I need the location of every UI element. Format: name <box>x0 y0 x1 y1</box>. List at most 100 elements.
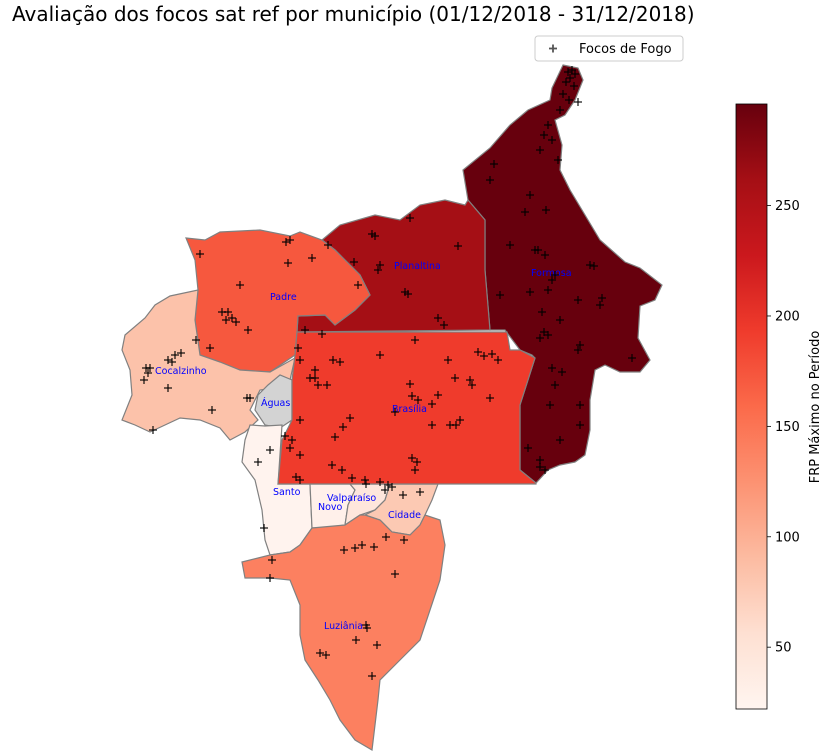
fire-marker-plus-icon <box>286 444 294 452</box>
fire-marker-plus-icon <box>339 423 347 431</box>
fire-marker-plus-icon <box>408 392 416 400</box>
colorbar-tick-label: 250 <box>775 199 800 214</box>
fire-marker-plus-icon <box>428 400 436 408</box>
fire-marker-plus-icon <box>559 90 567 98</box>
fire-marker-plus-icon <box>548 276 556 284</box>
fire-marker-plus-icon <box>400 536 408 544</box>
fire-marker-plus-icon <box>244 326 252 334</box>
fire-marker-plus-icon <box>362 621 370 629</box>
fire-marker-plus-icon <box>352 636 360 644</box>
fire-marker-plus-icon <box>329 356 337 364</box>
fire-marker-plus-icon <box>411 466 419 474</box>
fire-marker-plus-icon <box>468 381 476 389</box>
fire-marker-plus-icon <box>541 251 549 259</box>
fire-marker-plus-icon <box>338 466 346 474</box>
fire-marker-plus-icon <box>322 651 330 659</box>
fire-marker-plus-icon <box>434 391 442 399</box>
fire-marker-plus-icon <box>374 266 382 274</box>
fire-marker-plus-icon <box>351 544 359 552</box>
label-cidade: Cidade <box>388 510 421 521</box>
fire-marker-plus-icon <box>548 364 556 372</box>
fire-marker-plus-icon <box>222 316 230 324</box>
label-planaltina: Planaltina <box>394 261 441 272</box>
fire-marker-plus-icon <box>536 334 544 342</box>
fire-marker-plus-icon <box>534 246 542 254</box>
fire-marker-plus-icon <box>496 291 504 299</box>
label-valparaiso: Valparaíso <box>327 493 376 504</box>
fire-marker-plus-icon <box>376 351 384 359</box>
fire-marker-plus-icon <box>288 436 296 444</box>
fire-marker-plus-icon <box>570 82 578 90</box>
fire-marker-plus-icon <box>565 96 573 104</box>
fire-marker-plus-icon <box>149 426 157 434</box>
fire-marker-plus-icon <box>474 348 482 356</box>
fire-marker-plus-icon <box>488 350 496 358</box>
fire-marker-plus-icon <box>490 160 498 168</box>
label-luziania: Luziânia <box>324 621 363 632</box>
fire-marker-plus-icon <box>246 394 254 402</box>
fire-marker-plus-icon <box>382 533 390 541</box>
fire-marker-plus-icon <box>311 366 319 374</box>
fire-marker-plus-icon <box>164 356 172 364</box>
fire-marker-plus-icon <box>558 368 566 376</box>
fire-marker-plus-icon <box>544 121 552 129</box>
fire-marker-plus-icon <box>586 261 594 269</box>
fire-marker-plus-icon <box>428 421 436 429</box>
fire-marker-plus-icon <box>281 432 289 440</box>
fire-marker-plus-icon <box>406 214 414 222</box>
fire-marker-plus-icon <box>486 394 494 402</box>
fire-marker-plus-icon <box>521 208 529 216</box>
fire-marker-plus-icon <box>574 98 582 106</box>
fire-marker-plus-icon <box>361 476 369 484</box>
fire-marker-plus-icon <box>434 314 442 322</box>
fire-marker-plus-icon <box>292 473 300 481</box>
fire-marker-plus-icon <box>596 301 604 309</box>
fire-marker-plus-icon <box>296 451 304 459</box>
fire-marker-plus-icon <box>544 331 552 339</box>
fire-marker-plus-icon <box>551 271 559 279</box>
fire-marker-plus-icon <box>576 401 584 409</box>
municipality-labels: Formosa Planaltina Brasília Padre Luziân… <box>155 261 572 632</box>
municipality-cocalzinho[interactable] <box>121 289 296 441</box>
fire-marker-plus-icon <box>413 458 421 466</box>
colorbar-tick-label: 50 <box>775 641 792 656</box>
colorbar: 50 100 150 200 250 FRP Máximo no Período <box>735 103 823 710</box>
fire-marker-plus-icon <box>296 416 304 424</box>
fire-marker-plus-icon <box>388 483 396 491</box>
fire-marker-plus-icon <box>556 106 564 114</box>
fire-marker-plus-icon <box>440 321 448 329</box>
label-aguas: Águas <box>261 397 290 409</box>
label-padre: Padre <box>270 292 297 303</box>
fire-marker-plus-icon <box>536 456 544 464</box>
fire-marker-plus-icon <box>236 281 244 289</box>
colorbar-label: FRP Máximo no Período <box>808 331 823 484</box>
fire-marker-plus-icon <box>336 358 344 366</box>
fire-marker-plus-icon <box>452 421 460 429</box>
fire-marker-plus-icon <box>306 374 314 382</box>
fire-marker-plus-icon <box>544 286 552 294</box>
fire-marker-plus-icon <box>376 478 384 486</box>
fire-marker-plus-icon <box>144 369 152 377</box>
fire-marker-plus-icon <box>354 281 362 289</box>
fire-marker-plus-icon <box>541 466 549 474</box>
fire-marker-plus-icon <box>391 570 399 578</box>
fire-marker-plus-icon <box>526 288 534 296</box>
fire-marker-plus-icon <box>373 641 381 649</box>
colorbar-tick-label: 100 <box>775 530 800 545</box>
fire-marker-plus-icon <box>142 364 150 372</box>
fire-marker-plus-icon <box>576 341 584 349</box>
label-formosa: Formosa <box>531 268 572 279</box>
fire-marker-plus-icon <box>444 356 452 364</box>
fire-marker-plus-icon <box>358 541 366 549</box>
municipality-brasilia[interactable] <box>277 331 537 485</box>
fire-marker-plus-icon <box>454 242 462 250</box>
fire-marker-plus-icon <box>456 416 464 424</box>
label-brasilia: Brasília <box>392 404 427 415</box>
fire-marker-plus-icon <box>254 458 262 466</box>
colorbar-ticks: 50 100 150 200 250 <box>767 199 800 656</box>
fire-marker-plus-icon <box>208 406 216 414</box>
fire-marker-plus-icon <box>571 70 579 78</box>
fire-marker-plus-icon <box>268 556 276 564</box>
legend-box <box>534 35 684 62</box>
